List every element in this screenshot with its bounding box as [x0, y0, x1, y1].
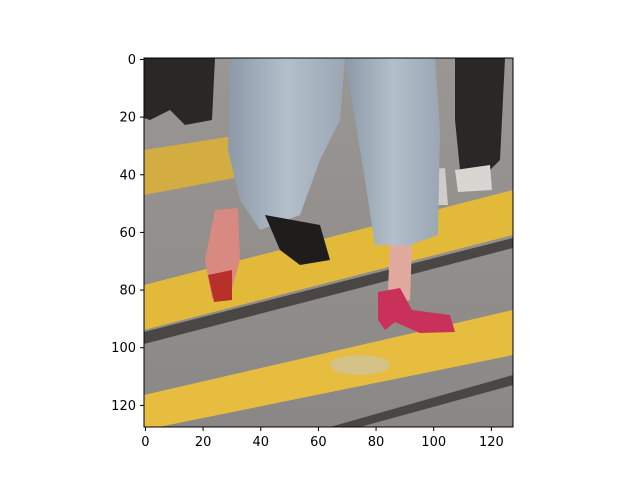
- y-tick-label: 100: [111, 341, 136, 356]
- photo: [144, 58, 513, 427]
- shoe-white: [455, 165, 492, 192]
- dark-figure-right: [455, 58, 505, 180]
- x-tick-label: 20: [195, 435, 212, 450]
- track-line-2: [330, 375, 513, 427]
- y-tick-label: 60: [119, 226, 136, 241]
- x-tick-label: 40: [252, 435, 269, 450]
- stripe-bottom: [144, 310, 513, 427]
- road-patch: [330, 355, 390, 375]
- heel-left: [208, 270, 232, 302]
- x-axis: 0 20 40 60 80 100 120: [141, 427, 504, 450]
- y-axis: 0 20 40 60 80 100 120: [111, 53, 144, 414]
- stripe-top: [144, 135, 250, 195]
- y-tick-label: 0: [128, 53, 136, 68]
- dark-shoe-middle: [265, 215, 330, 265]
- track-line-1: [144, 238, 513, 344]
- y-tick-label: 80: [119, 284, 136, 299]
- y-tick-label: 20: [119, 111, 136, 126]
- jeans-left: [228, 58, 345, 230]
- x-tick-label: 100: [421, 435, 446, 450]
- y-tick-label: 120: [111, 399, 136, 414]
- x-tick-label: 120: [479, 435, 504, 450]
- x-tick-label: 0: [141, 435, 149, 450]
- x-tick-label: 80: [368, 435, 385, 450]
- y-tick-label: 40: [119, 168, 136, 183]
- axes-frame: [143, 57, 514, 428]
- heel-right: [378, 288, 455, 333]
- jeans-right: [345, 58, 440, 245]
- dark-figure-left: [144, 58, 215, 125]
- x-tick-label: 60: [310, 435, 327, 450]
